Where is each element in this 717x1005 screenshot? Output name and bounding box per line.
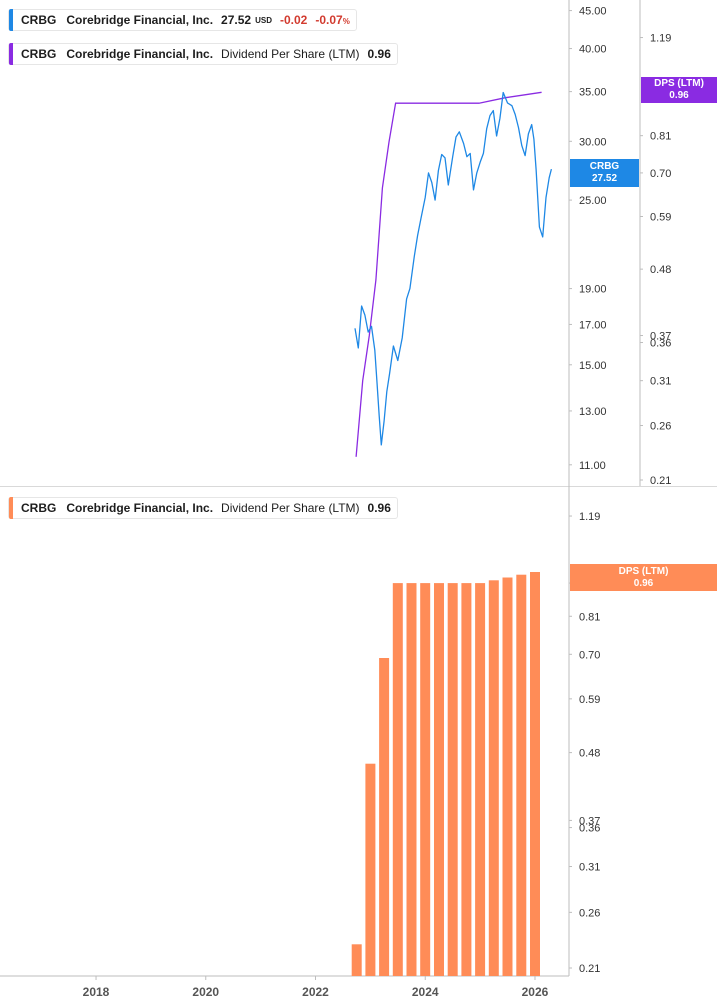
legend-ticker: CRBG [21,501,57,515]
legend-metric: Dividend Per Share (LTM) [221,501,360,515]
dps-bar [461,583,472,976]
dps-axis-tick-label: 0.48 [650,264,671,276]
bar-axis-tick-label: 0.36 [579,823,600,835]
price-axis-ticks: 45.00 40.00 35.00 30.00 25.00 19.00 17.00 15.00… [569,6,607,472]
dps-axis-tick-label: 0.37 [650,331,671,343]
dps-axis-tick-label: 0.26 [650,421,671,433]
dps-bar [406,583,417,976]
dps-line[interactable] [355,91,542,457]
x-tick-label: 2020 [192,985,219,999]
legend-price-value: 27.52 [221,13,252,27]
bar-axis-tick-label: 0.37 [579,815,600,827]
dps-top-badge-value: 0.96 [669,90,689,101]
dps-axis-tick-label: 1.19 [650,33,671,45]
dps-bottom-badge-label: DPS (LTM) [618,565,669,577]
dps-bottom-badge-value: 0.96 [633,577,654,589]
dps-bar [379,658,390,976]
legend-dps-value: 0.96 [367,501,391,515]
bar-axis-tick-label: 0.81 [579,611,600,623]
bar-axis-tick-label: 0.70 [579,649,600,661]
legend-price-swatch [9,9,13,31]
dps-bar [475,583,486,976]
legend-company: Corebridge Financial, Inc. [66,501,214,515]
legend-dps-swatch [9,43,13,65]
dps-axis-tick-label: 0.59 [650,212,671,224]
dps-top-badge: DPS (LTM) 0.96 [641,77,717,103]
legend-dps-bottom[interactable]: CRBG Corebridge Financial, Inc. Dividend… [8,497,398,519]
price-axis-tick-label: 13.00 [579,406,607,418]
price-axis-tick-label: 40.00 [579,44,607,56]
dps-top-badge-label: DPS (LTM) [654,78,704,89]
x-axis-ticks: 2018 2020 2022 2024 2026 [83,976,549,999]
legend-company: Corebridge Financial, Inc. [66,47,214,61]
dps-bar [420,583,431,976]
dps-bar [351,944,362,976]
dps-bar [530,572,540,976]
bar-axis-tick-label: 0.26 [579,907,600,919]
price-axis-tick-label: 30.00 [579,136,607,148]
dps-bar [502,577,513,976]
dps-bars [351,572,540,976]
legend-change: -0.02 [279,13,308,27]
price-axis-tick-label: 15.00 [579,360,607,372]
price-axis-tick-label: 17.00 [579,319,607,331]
legend-company: Corebridge Financial, Inc. [66,13,214,27]
price-badge-label: CRBG [589,161,620,172]
dps-bar [488,580,499,976]
x-tick-label: 2022 [302,985,329,999]
price-axis-tick-label: 19.00 [579,284,607,296]
dps-bar [392,583,403,976]
x-tick-label: 2026 [522,985,549,999]
dps-axis-tick-label: 0.21 [650,475,671,486]
dps-bar [447,583,458,976]
legend-dps-value: 0.96 [367,47,391,61]
price-line[interactable] [354,91,553,446]
price-badge: CRBG 27.52 [570,159,639,187]
bar-axis-tick-label: 0.31 [579,862,600,874]
legend-ticker: CRBG [21,13,57,27]
dps-bar [434,583,444,976]
legend-metric: Dividend Per Share (LTM) [221,47,360,61]
dps-bar-chart[interactable]: 1.190.920.810.700.590.480.370.360.310.26… [0,486,717,1005]
dps-axis-tick-label: 0.31 [650,376,671,388]
price-axis-tick-label: 11.00 [579,460,606,472]
bar-axis-tick-label: 1.19 [579,511,600,523]
dps-bar [365,763,376,976]
legend-pct-sign: % [342,17,350,26]
price-axis-tick-label: 25.00 [579,195,607,207]
x-tick-label: 2024 [412,985,439,999]
price-axis-tick-label: 45.00 [579,6,607,18]
legend-ticker: CRBG [21,47,57,61]
dps-axis-tick-label: 0.36 [650,338,671,350]
bar-axis-tick-label: 0.21 [579,963,600,975]
dps-axis-tick-label: 0.70 [650,168,671,180]
dps-axis-tick-label: 0.81 [650,131,671,143]
legend-change-pct: -0.07% [315,13,349,27]
legend-currency: USD [255,15,272,25]
bar-axis-ticks: 1.190.920.810.700.590.480.370.360.310.26… [569,511,600,975]
dps-bar [516,574,527,976]
bar-axis-tick-label: 0.48 [579,748,600,760]
price-badge-value: 27.52 [591,173,618,184]
bar-axis-tick-label: 0.59 [579,694,600,706]
price-chart[interactable]: 45.00 40.00 35.00 30.00 25.00 19.00 17.00 15.00… [0,0,717,486]
price-axis-tick-label: 35.00 [579,87,607,99]
panel-divider [0,486,717,487]
legend-price[interactable]: CRBG Corebridge Financial, Inc. 27.52 US… [8,9,357,31]
legend-bars-swatch [9,497,13,519]
x-tick-label: 2018 [83,985,110,999]
dps-bottom-badge: DPS (LTM) 0.96 [570,564,717,591]
legend-change-pct-value: -0.07 [315,13,343,27]
legend-dps-top[interactable]: CRBG Corebridge Financial, Inc. Dividend… [8,43,398,65]
dps-axis-ticks: 1.19 0.81 0.70 0.59 0.48 0.370.36 0.31 0.26 0.21 [640,33,671,486]
